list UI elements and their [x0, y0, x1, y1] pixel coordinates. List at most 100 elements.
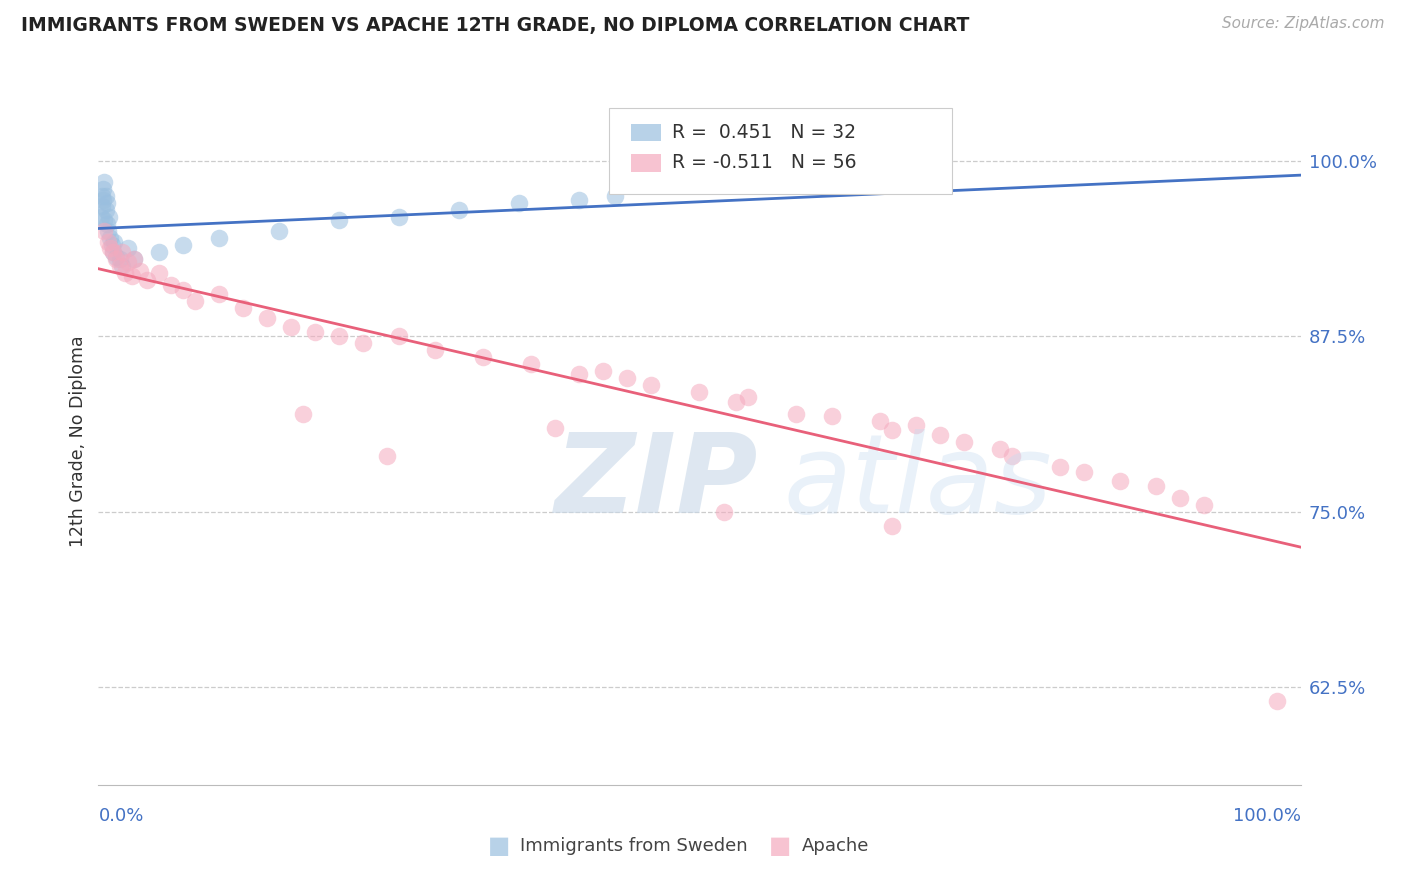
Point [103, 235, 125, 250]
Point [148, 266, 170, 280]
Point [91, 182, 114, 196]
Text: Apache: Apache [801, 837, 869, 855]
Text: R = -0.511   N = 56: R = -0.511 N = 56 [672, 153, 856, 172]
Point [172, 238, 194, 252]
FancyBboxPatch shape [609, 109, 952, 194]
Text: 100.0%: 100.0% [1233, 807, 1301, 825]
Point [737, 390, 759, 404]
Point [724, 395, 747, 409]
Point [605, 189, 627, 203]
Point [96, 217, 118, 231]
Point [111, 245, 134, 260]
Point [821, 409, 844, 424]
Text: Source: ZipAtlas.com: Source: ZipAtlas.com [1222, 16, 1385, 31]
Point [447, 203, 470, 218]
Point [101, 245, 124, 260]
Point [100, 241, 122, 255]
Point [91, 199, 114, 213]
Point [129, 263, 152, 277]
Point [91, 189, 114, 203]
Point [880, 423, 903, 437]
Text: IMMIGRANTS FROM SWEDEN VS APACHE 12TH GRADE, NO DIPLOMA CORRELATION CHART: IMMIGRANTS FROM SWEDEN VS APACHE 12TH GR… [21, 16, 970, 35]
Point [291, 407, 314, 421]
FancyBboxPatch shape [631, 153, 661, 171]
Text: Immigrants from Sweden: Immigrants from Sweden [520, 837, 748, 855]
Point [328, 213, 350, 227]
Point [1073, 466, 1095, 480]
Point [94, 189, 117, 203]
Point [328, 329, 350, 343]
Point [688, 385, 710, 400]
Point [1170, 491, 1192, 505]
Point [904, 417, 927, 432]
Point [108, 252, 131, 267]
Point [100, 238, 122, 252]
Point [105, 252, 128, 267]
Point [94, 203, 117, 218]
Point [352, 336, 374, 351]
Point [713, 505, 735, 519]
Text: 0.0%: 0.0% [98, 807, 143, 825]
Point [93, 224, 115, 238]
Point [1144, 479, 1167, 493]
Point [105, 250, 128, 264]
Point [97, 224, 120, 238]
Point [148, 245, 170, 260]
Point [98, 211, 121, 225]
Point [640, 378, 662, 392]
Point [988, 442, 1011, 456]
Point [90, 211, 112, 225]
Point [256, 311, 278, 326]
Point [592, 364, 614, 378]
Point [880, 518, 903, 533]
Point [159, 277, 181, 292]
Point [1001, 449, 1024, 463]
Point [124, 252, 146, 267]
Point [568, 194, 591, 208]
Point [616, 371, 638, 385]
Point [423, 343, 446, 358]
Point [172, 283, 194, 297]
Point [124, 252, 146, 267]
Point [111, 260, 134, 274]
Point [1265, 694, 1288, 708]
Point [785, 407, 807, 421]
Point [388, 329, 411, 343]
Point [1109, 474, 1132, 488]
Point [232, 301, 254, 316]
Point [108, 260, 131, 274]
Point [472, 351, 495, 365]
Point [135, 273, 157, 287]
Point [101, 245, 124, 260]
Point [208, 231, 231, 245]
Point [1049, 459, 1071, 474]
Point [280, 319, 302, 334]
Point [508, 196, 530, 211]
Point [375, 449, 398, 463]
Point [568, 368, 591, 382]
FancyBboxPatch shape [631, 123, 661, 142]
Point [93, 213, 115, 227]
Point [267, 224, 290, 238]
Point [388, 211, 411, 225]
Point [208, 287, 231, 301]
Point [953, 434, 976, 449]
Point [928, 427, 950, 442]
Point [100, 231, 122, 245]
Point [1194, 498, 1216, 512]
Point [91, 194, 114, 208]
Point [93, 175, 115, 189]
Point [869, 413, 891, 427]
Text: ■: ■ [769, 834, 792, 857]
Point [121, 269, 143, 284]
Point [96, 196, 118, 211]
Text: R =  0.451   N = 32: R = 0.451 N = 32 [672, 123, 856, 142]
Point [183, 294, 205, 309]
Point [520, 358, 543, 372]
Point [117, 255, 139, 269]
Y-axis label: 12th Grade, No Diploma: 12th Grade, No Diploma [69, 335, 87, 548]
Point [544, 420, 567, 434]
Point [114, 266, 136, 280]
Text: ■: ■ [488, 834, 510, 857]
Text: ZIP: ZIP [555, 429, 759, 536]
